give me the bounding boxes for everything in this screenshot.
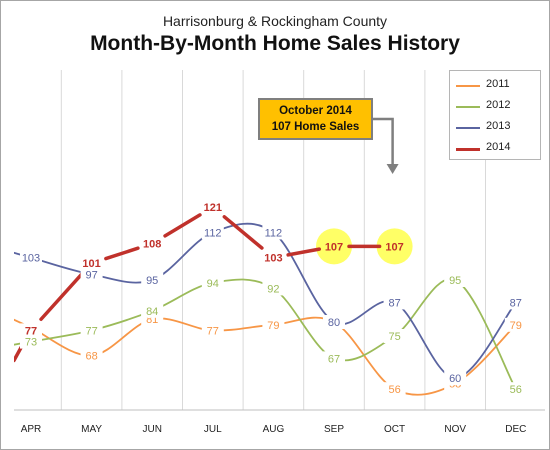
series-2014-segment [163, 213, 202, 238]
legend-label-2014: 2014 [486, 141, 511, 153]
legend-swatch-2013 [456, 127, 480, 129]
data-label-2011-may: 68 [85, 351, 97, 363]
data-label-bg [80, 323, 103, 338]
data-label-bg [141, 303, 164, 318]
data-label-2011-aug: 79 [267, 320, 279, 332]
x-tick-label-sep: SEP [324, 424, 344, 435]
data-label-bg [201, 323, 224, 338]
data-label-bg [383, 329, 406, 343]
data-label-2011-jul: 77 [207, 325, 219, 337]
data-label-2014-may: 101 [82, 258, 100, 270]
data-label-2013-jul: 112 [204, 227, 222, 239]
legend-item-2011: 2011 [456, 77, 538, 95]
data-label-2012-apr: 73 [25, 337, 37, 349]
data-label-bg [20, 250, 42, 265]
data-label-2011-dec: 79 [510, 320, 522, 332]
data-label-bg [201, 275, 224, 290]
data-label-2012-sep: 67 [328, 353, 340, 365]
data-label-2011-oct: 56 [388, 384, 400, 396]
data-label-bg [323, 351, 345, 366]
data-label-bg [80, 267, 103, 282]
data-label-2013-oct: 87 [388, 297, 400, 309]
data-label-bg [383, 382, 406, 397]
series-2014-segment [39, 272, 84, 322]
legend-swatch-2011 [456, 85, 480, 87]
data-label-2014-sep: 107 [325, 241, 343, 253]
x-tick-label-aug: AUG [263, 424, 285, 435]
x-tick-label-dec: DEC [505, 424, 526, 435]
legend-label-2011: 2011 [486, 78, 510, 90]
data-label-bg [262, 281, 285, 296]
data-label-bg [323, 315, 345, 329]
data-label-2014-apr: 77 [25, 325, 37, 337]
callout-box: October 2014 107 Home Sales [258, 98, 373, 140]
data-label-2013-nov: 60 [449, 373, 461, 385]
series-2011-line [14, 316, 517, 396]
legend-swatch-2012 [456, 106, 480, 108]
data-label-bg [504, 382, 527, 397]
callout-line-1: October 2014 [279, 105, 352, 117]
series-2012-line [14, 278, 517, 390]
data-label-bg [80, 348, 103, 363]
x-tick-label-nov: NOV [444, 424, 466, 435]
data-label-bg [262, 250, 285, 265]
data-label-bg [383, 295, 406, 310]
data-label-bg [444, 371, 467, 385]
data-label-bg [504, 317, 527, 332]
legend-item-2013: 2013 [456, 119, 538, 137]
chart-title: Month-By-Month Home Sales History [90, 32, 460, 55]
data-label-2012-dec: 56 [510, 384, 522, 396]
highlight-circle [316, 228, 352, 265]
data-label-2013-may: 97 [85, 269, 97, 281]
data-label-2012-nov: 95 [449, 275, 461, 287]
x-tick-label-oct: OCT [384, 424, 405, 435]
data-label-bg [201, 225, 224, 240]
data-label-2014-oct: 107 [385, 241, 403, 253]
legend-swatch-2014 [456, 148, 480, 151]
data-label-bg [141, 236, 164, 251]
x-tick-label-jun: JUN [142, 424, 161, 435]
series-2014-segment [286, 247, 321, 257]
legend-item-2014: 2014 [456, 140, 538, 158]
legend-label-2013: 2013 [486, 120, 511, 132]
data-label-2012-jul: 94 [207, 278, 219, 290]
x-tick-label-apr: APR [21, 424, 42, 435]
chart-subtitle: Harrisonburg & Rockingham County [162, 13, 388, 29]
data-label-bg [262, 317, 285, 332]
data-label-2014-jun: 108 [143, 239, 161, 251]
data-label-bg [201, 200, 224, 215]
legend: 2011 2012 2013 2014 [449, 70, 541, 160]
data-label-2012-jun: 84 [146, 306, 158, 318]
callout-line-2: 107 Home Sales [271, 121, 360, 133]
legend-label-2012: 2012 [486, 99, 511, 111]
data-label-2013-dec: 87 [510, 297, 522, 309]
highlight-circle [376, 228, 413, 265]
data-label-bg [20, 334, 42, 349]
legend-item-2012: 2012 [456, 98, 538, 116]
data-label-bg [20, 323, 42, 338]
data-label-2013-sep: 80 [328, 317, 340, 329]
data-label-2012-oct: 75 [388, 331, 400, 343]
data-label-2013-jun: 95 [146, 275, 158, 287]
data-label-2014-aug: 103 [264, 253, 282, 265]
series-2014-segment [104, 246, 140, 261]
x-tick-label-jul: JUL [204, 424, 222, 435]
data-label-2013-aug: 112 [265, 227, 283, 239]
x-tick-label-may: MAY [81, 424, 102, 435]
data-label-bg [262, 225, 285, 240]
series-2014-segment [222, 215, 264, 250]
callout-arrow-head [386, 164, 399, 174]
data-label-bg [80, 256, 103, 271]
data-label-bg [504, 295, 527, 310]
data-label-2013-apr: 103 [22, 253, 40, 265]
data-label-2012-may: 77 [85, 325, 97, 337]
data-label-2014-jul: 121 [204, 202, 222, 214]
data-label-bg [141, 273, 164, 287]
callout-arrow-line [373, 117, 394, 166]
data-label-bg [444, 273, 467, 287]
data-label-2012-aug: 92 [267, 283, 279, 295]
